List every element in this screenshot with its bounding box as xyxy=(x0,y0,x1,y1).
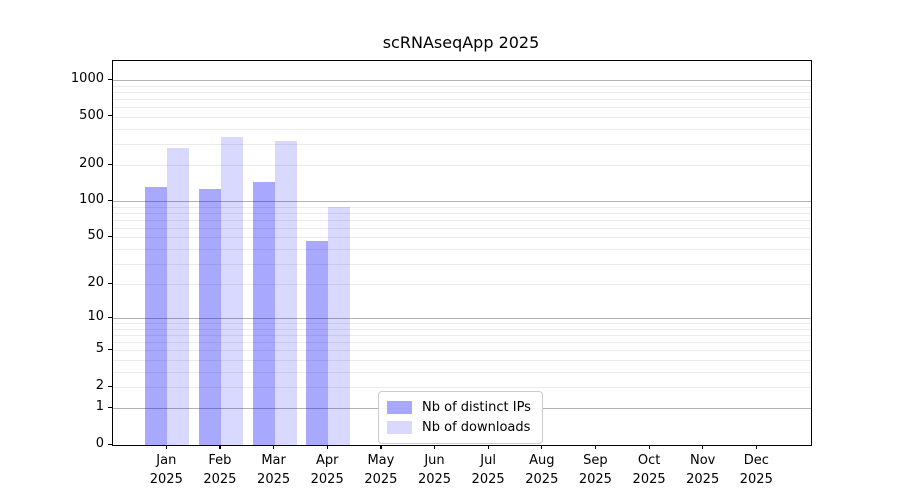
x-tick-jun xyxy=(434,445,436,449)
x-tick-label-may: May 2025 xyxy=(364,453,398,487)
legend: Nb of distinct IPs Nb of downloads xyxy=(378,391,543,444)
x-tick-sep xyxy=(594,445,597,449)
legend-label-distinct-ips: Nb of distinct IPs xyxy=(422,400,531,415)
gridline-minor-200 xyxy=(113,165,811,166)
gridline-minor-4 xyxy=(113,360,811,361)
x-tick-label-feb: Feb 2025 xyxy=(203,453,237,487)
gridline-minor-2 xyxy=(113,387,811,388)
x-tick-label-mar: Mar 2025 xyxy=(257,453,291,487)
gridline-minor-800 xyxy=(113,92,811,93)
gridline-minor-40 xyxy=(113,248,811,250)
gridline-minor-7 xyxy=(113,335,811,337)
x-tick-dec xyxy=(755,445,757,449)
legend-item-downloads: Nb of downloads xyxy=(387,418,534,437)
legend-label-downloads: Nb of downloads xyxy=(422,420,531,435)
y-tick-5 xyxy=(108,348,112,351)
bar-nb-of-distinct-ips-jan xyxy=(145,186,168,445)
gridline-minor-60 xyxy=(113,228,811,229)
gridline-minor-8 xyxy=(113,329,811,330)
plot-canvas xyxy=(113,61,811,445)
y-tick-100 xyxy=(108,199,112,201)
x-tick-feb xyxy=(219,445,221,449)
bar-nb-of-downloads-mar xyxy=(274,141,297,445)
x-tick-label-sep: Sep 2025 xyxy=(578,453,612,487)
legend-item-distinct-ips: Nb of distinct IPs xyxy=(387,398,534,417)
x-tick-nov xyxy=(702,445,704,449)
y-tick-label-500: 500 xyxy=(79,107,104,123)
gridline-minor-20 xyxy=(113,284,811,286)
gridline-minor-300 xyxy=(113,143,811,145)
x-tick-label-apr: Apr 2025 xyxy=(310,453,344,487)
y-tick-label-50: 50 xyxy=(87,228,104,244)
bar-nb-of-distinct-ips-feb xyxy=(198,189,221,445)
bar-nb-of-downloads-feb xyxy=(220,136,243,445)
x-tick-apr xyxy=(326,445,328,449)
y-tick-label-5: 5 xyxy=(95,341,104,357)
y-tick-label-100: 100 xyxy=(79,192,104,208)
bar-nb-of-distinct-ips-apr xyxy=(306,240,329,445)
x-tick-oct xyxy=(648,445,650,449)
bar-nb-of-downloads-apr xyxy=(328,207,351,445)
y-tick-1 xyxy=(108,406,112,409)
gridline-minor-500 xyxy=(113,116,811,118)
x-tick-label-jan: Jan 2025 xyxy=(149,453,183,487)
gridline-minor-900 xyxy=(113,85,811,87)
x-tick-label-jul: Jul 2025 xyxy=(471,453,505,487)
x-tick-may xyxy=(380,445,382,449)
y-tick-label-10: 10 xyxy=(87,309,104,325)
y-tick-2 xyxy=(108,385,112,387)
gridline-minor-80 xyxy=(113,213,811,214)
x-tick-aug xyxy=(541,445,543,449)
y-tick-10 xyxy=(108,316,112,319)
y-tick-50 xyxy=(108,235,112,238)
x-tick-label-jun: Jun 2025 xyxy=(417,453,452,487)
x-tick-label-dec: Dec 2025 xyxy=(739,453,773,487)
y-tick-label-0: 0 xyxy=(95,436,104,451)
y-tick-500 xyxy=(108,115,112,117)
gridline-minor-50 xyxy=(113,237,811,239)
bar-nb-of-downloads-jan xyxy=(167,148,190,445)
y-tick-20 xyxy=(108,282,112,284)
chart-title: scRNAseqApp 2025 xyxy=(382,33,540,52)
y-tick-200 xyxy=(108,163,112,165)
x-tick-label-nov: Nov 2025 xyxy=(686,453,720,487)
x-tick-jul xyxy=(487,445,489,449)
gridline-major-1000 xyxy=(113,80,811,82)
gridline-minor-5 xyxy=(113,350,811,352)
y-tick-label-200: 200 xyxy=(79,156,104,171)
legend-swatch-downloads xyxy=(387,421,412,434)
x-tick-jan xyxy=(165,445,167,449)
y-tick-1000 xyxy=(108,78,112,80)
gridline-minor-600 xyxy=(113,107,811,109)
bar-nb-of-distinct-ips-mar xyxy=(252,181,275,445)
y-tick-label-1: 1 xyxy=(95,399,104,415)
y-tick-0 xyxy=(108,443,112,445)
gridline-minor-30 xyxy=(113,263,811,265)
gridline-minor-6 xyxy=(113,342,811,344)
gridline-minor-90 xyxy=(113,206,811,208)
gridline-minor-9 xyxy=(113,323,811,325)
x-tick-label-aug: Aug 2025 xyxy=(525,453,559,487)
x-tick-label-oct: Oct 2025 xyxy=(632,453,666,487)
plot-area xyxy=(112,60,812,446)
y-tick-label-20: 20 xyxy=(87,275,104,291)
gridline-major-100 xyxy=(113,201,811,203)
gridline-major-10 xyxy=(113,318,811,320)
gridline-minor-3 xyxy=(113,371,811,373)
y-tick-label-1000: 1000 xyxy=(70,71,104,87)
gridline-minor-700 xyxy=(113,99,811,100)
gridline-minor-400 xyxy=(113,128,811,130)
y-tick-label-2: 2 xyxy=(95,378,104,393)
gridline-minor-70 xyxy=(113,219,811,221)
x-tick-mar xyxy=(273,445,275,449)
legend-swatch-distinct-ips xyxy=(387,401,412,414)
